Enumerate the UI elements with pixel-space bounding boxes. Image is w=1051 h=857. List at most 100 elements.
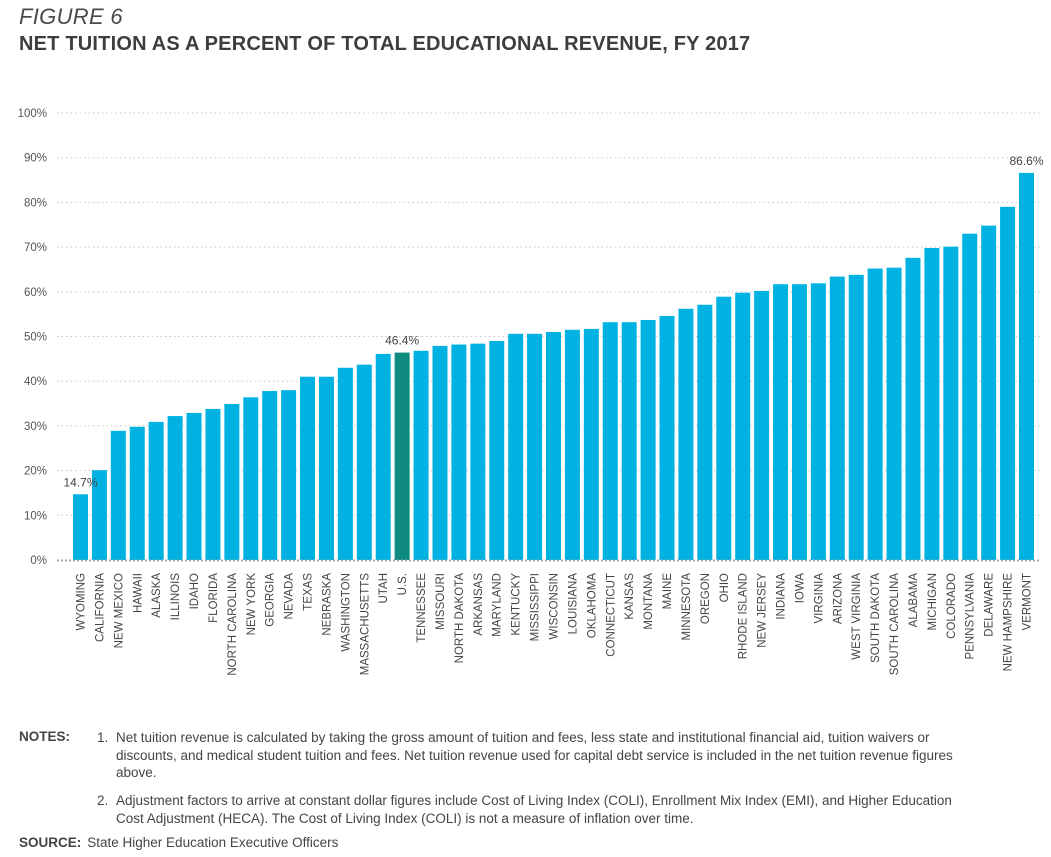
x-tick-label: WASHINGTON	[340, 573, 352, 652]
x-tick-label: CALIFORNIA	[94, 573, 106, 642]
bar-louisiana	[564, 329, 580, 560]
bar-arizona	[829, 276, 845, 560]
y-tick-label: 40%	[24, 376, 47, 388]
bar-new-jersey	[754, 290, 770, 560]
bar-north-dakota	[451, 344, 467, 560]
x-tick-label: ILLINOIS	[170, 573, 182, 621]
x-tick-label: KENTUCKY	[511, 573, 523, 636]
data-label: 46.4%	[385, 334, 419, 348]
data-label: 86.6%	[1009, 154, 1043, 168]
bar-alabama	[905, 257, 921, 560]
bar-maine	[659, 315, 675, 560]
bar-tennessee	[413, 350, 429, 560]
x-tick-label: ALABAMA	[908, 573, 920, 628]
x-tick-label: LOUISIANA	[567, 573, 579, 635]
bar-kentucky	[508, 333, 524, 560]
x-tick-label: NEVADA	[284, 573, 296, 620]
bar-arkansas	[470, 343, 486, 560]
bar-florida	[205, 408, 221, 560]
notes-label: NOTES:	[19, 729, 71, 744]
x-tick-label: MISSISSIPPI	[530, 573, 542, 641]
x-tick-label: ALASKA	[151, 573, 163, 618]
bar-california	[91, 470, 107, 560]
x-tick-label: TENNESSEE	[416, 573, 428, 643]
x-tick-label: WEST VIRGINIA	[851, 573, 863, 660]
bar-rhode-island	[735, 292, 751, 560]
x-tick-label: VIRGINIA	[813, 573, 825, 624]
x-tick-label: NEBRASKA	[321, 573, 333, 636]
bar-vermont	[1019, 172, 1034, 560]
x-tick-label: NEW JERSEY	[757, 573, 769, 648]
bar-colorado	[943, 246, 959, 560]
bars	[73, 172, 1034, 561]
bar-new-york	[243, 397, 259, 560]
x-tick-label: HAWAII	[132, 573, 144, 613]
x-tick-label: UTAH	[378, 573, 390, 603]
x-tick-label: OKLAHOMA	[586, 573, 598, 639]
bar-missouri	[432, 345, 448, 560]
x-tick-label: U.S.	[397, 573, 409, 595]
bar-chart: 0% 10% 20% 30% 40% 50% 60% 70% 80% 90% 100% 14.7% 4…	[18, 108, 1044, 676]
y-tick-label: 20%	[24, 466, 47, 478]
y-tick-label: 30%	[24, 421, 47, 433]
bar-west-virginia	[848, 274, 864, 560]
bar-illinois	[167, 416, 183, 560]
x-tick-label: GEORGIA	[265, 573, 277, 627]
bar-hawaii	[129, 426, 145, 560]
x-tick-label: OREGON	[700, 573, 712, 624]
note-item-2: 2. Adjustment factors to arrive at const…	[97, 792, 977, 827]
bar-utah	[375, 353, 391, 560]
bar-new-mexico	[110, 430, 126, 560]
x-tick-label: WISCONSIN	[549, 573, 561, 639]
y-axis-ticks: 0% 10% 20% 30% 40% 50% 60% 70% 80% 90% 100%	[18, 108, 47, 567]
y-tick-label: 80%	[24, 197, 47, 209]
figure-label: FIGURE 6	[19, 4, 123, 29]
source-text: State Higher Education Executive Officer…	[87, 835, 339, 850]
bar-montana	[640, 319, 656, 560]
y-tick-label: 0%	[30, 555, 47, 567]
x-tick-label: KANSAS	[624, 573, 636, 620]
x-tick-label: NORTH CAROLINA	[227, 573, 239, 676]
bar-mississippi	[527, 333, 543, 560]
x-tick-label: PENNSYLVANIA	[965, 573, 977, 660]
x-tick-label: IOWA	[794, 573, 806, 604]
source-line: SOURCE: State Higher Education Executive …	[19, 835, 338, 850]
x-tick-label: SOUTH CAROLINA	[889, 573, 901, 676]
bar-washington	[337, 367, 353, 560]
x-tick-label: COLORADO	[946, 573, 958, 639]
bar-kansas	[621, 322, 637, 560]
x-tick-label: INDIANA	[776, 573, 788, 620]
bar-idaho	[186, 412, 202, 560]
y-tick-label: 50%	[24, 332, 47, 344]
data-label: 14.7%	[63, 475, 97, 489]
x-tick-label: MINNESOTA	[681, 573, 693, 641]
bar-north-carolina	[224, 403, 240, 560]
note-text: Net tuition revenue is calculated by tak…	[116, 730, 953, 780]
x-tick-label: MONTANA	[643, 573, 655, 630]
bar-new-hampshire	[1000, 206, 1016, 560]
x-tick-label: MISSOURI	[435, 573, 447, 630]
note-number: 1.	[97, 730, 109, 745]
bar-u-s	[394, 352, 410, 560]
bar-oklahoma	[583, 328, 599, 560]
y-tick-label: 100%	[18, 108, 47, 120]
x-tick-label: TEXAS	[303, 573, 315, 611]
note-item-1: 1. Net tuition revenue is calculated by …	[97, 729, 977, 782]
x-axis-ticks: WYOMING CALIFORNIA NEW MEXICO HAWAII ALASKA I…	[76, 573, 1034, 676]
bar-ohio	[716, 296, 732, 560]
bar-indiana	[773, 284, 789, 560]
bar-maryland	[489, 340, 505, 560]
x-tick-label: NEW YORK	[246, 573, 258, 636]
x-tick-label: WYOMING	[76, 573, 88, 631]
chart-title: NET TUITION AS A PERCENT OF TOTAL EDUCAT…	[19, 33, 751, 55]
bar-massachusetts	[356, 364, 372, 560]
bar-pennsylvania	[962, 233, 978, 560]
bar-south-carolina	[886, 267, 902, 560]
bar-connecticut	[602, 322, 618, 560]
x-tick-label: ARKANSAS	[473, 573, 485, 636]
x-tick-label: FLORIDA	[208, 573, 220, 623]
x-tick-label: SOUTH DAKOTA	[870, 573, 882, 663]
x-tick-label: MARYLAND	[492, 573, 504, 637]
y-tick-label: 70%	[24, 242, 47, 254]
x-tick-label: NORTH DAKOTA	[454, 573, 466, 664]
